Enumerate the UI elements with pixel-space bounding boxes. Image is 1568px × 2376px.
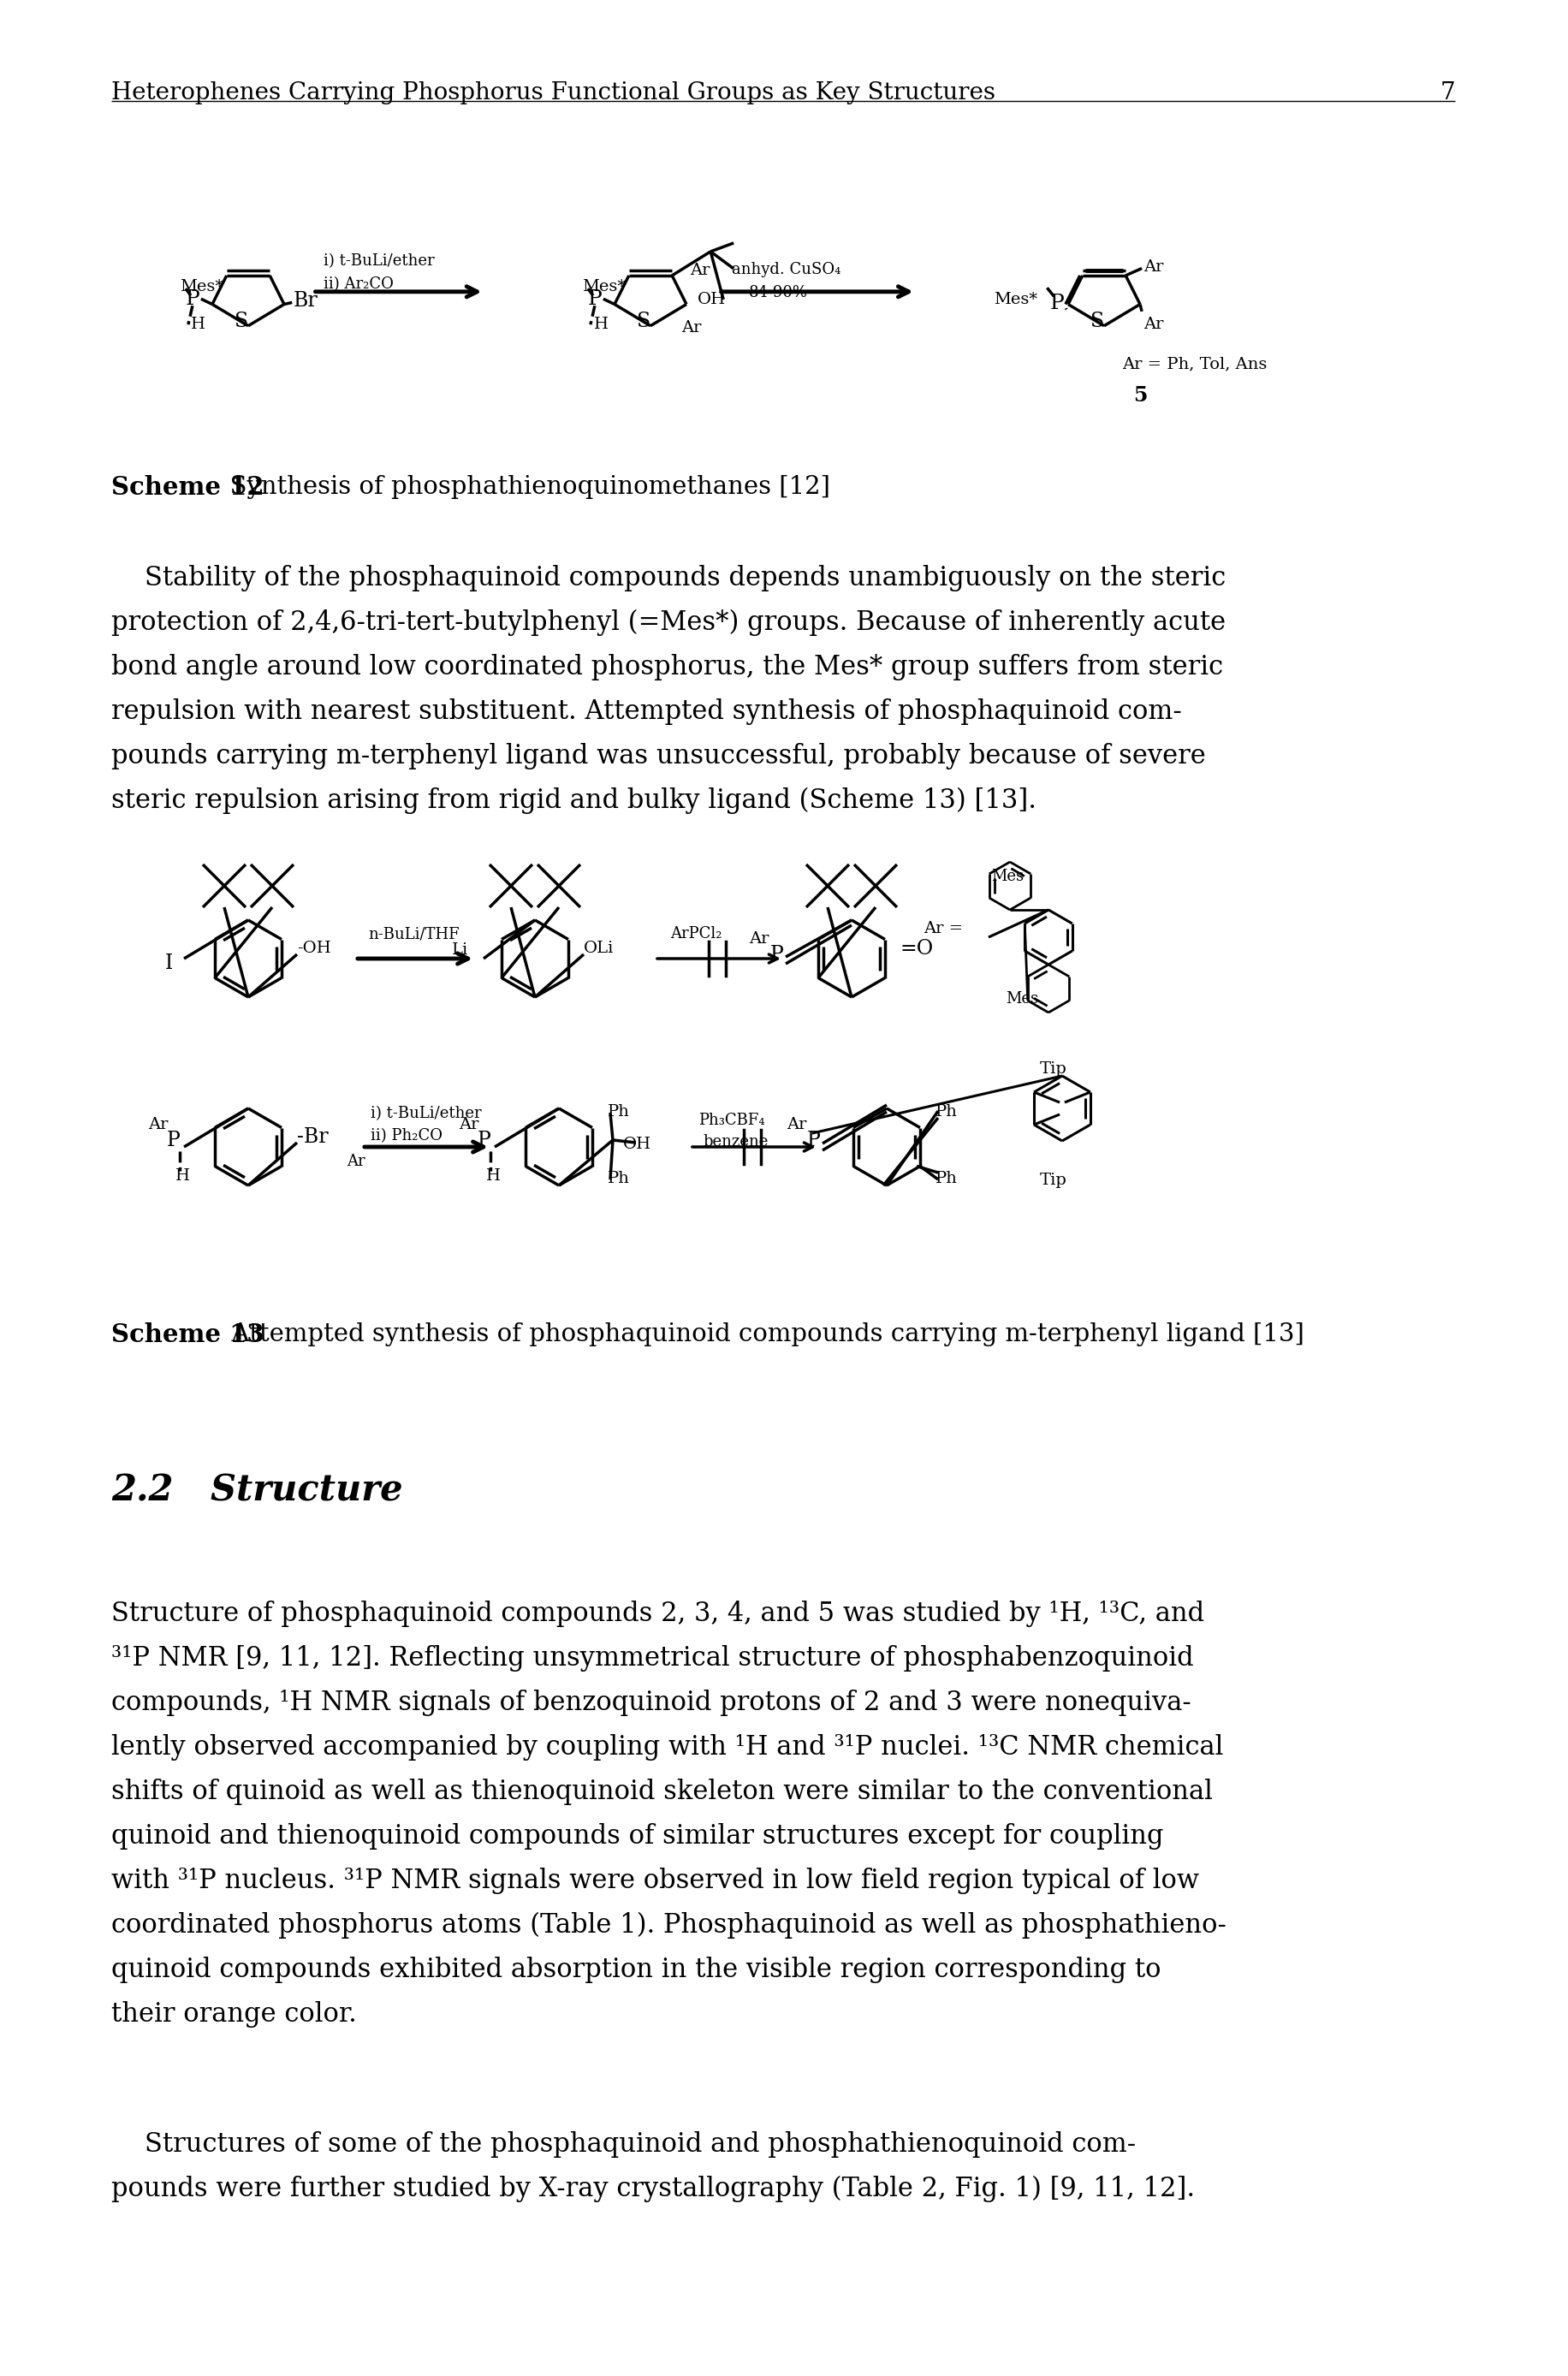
- Text: Mes*: Mes*: [180, 278, 224, 295]
- Text: P: P: [588, 290, 602, 309]
- Text: anhyd. CuSO₄: anhyd. CuSO₄: [732, 261, 840, 278]
- Text: Ph: Ph: [608, 1105, 630, 1119]
- Text: Ar =: Ar =: [924, 922, 963, 936]
- Text: benzene: benzene: [702, 1133, 768, 1150]
- Text: Ar: Ar: [147, 1117, 168, 1133]
- Text: P: P: [808, 1131, 820, 1150]
- Text: n-BuLi/THF: n-BuLi/THF: [368, 927, 459, 941]
- Text: ii) Ar₂CO: ii) Ar₂CO: [323, 276, 394, 292]
- Text: Tip: Tip: [1040, 1174, 1068, 1188]
- Text: Mes*: Mes*: [994, 292, 1038, 307]
- Text: Stability of the phosphaquinoid compounds depends unambiguously on the steric: Stability of the phosphaquinoid compound…: [111, 565, 1226, 592]
- Text: H: H: [191, 316, 205, 333]
- Text: P: P: [1051, 292, 1065, 314]
- Text: P: P: [478, 1131, 491, 1150]
- Text: ii) Ph₂CO: ii) Ph₂CO: [370, 1129, 442, 1143]
- Text: Tip: Tip: [1040, 1062, 1068, 1076]
- Text: P: P: [185, 290, 199, 309]
- Text: Ar = Ph, Tol, Ans: Ar = Ph, Tol, Ans: [1123, 356, 1267, 371]
- Text: Ar: Ar: [1143, 316, 1163, 333]
- Text: Structures of some of the phosphaquinoid and phosphathienoquinoid com-: Structures of some of the phosphaquinoid…: [111, 2131, 1135, 2157]
- Text: coordinated phosphorus atoms (Table 1). Phosphaquinoid as well as phosphathieno-: coordinated phosphorus atoms (Table 1). …: [111, 1913, 1226, 1939]
- Text: P: P: [166, 1131, 180, 1150]
- Text: -OH: -OH: [296, 941, 331, 955]
- Text: Br: Br: [293, 290, 318, 311]
- Text: Ph: Ph: [608, 1171, 630, 1186]
- Text: Ph: Ph: [936, 1105, 958, 1119]
- Text: 7: 7: [1439, 81, 1455, 105]
- Text: H: H: [176, 1169, 190, 1183]
- Text: their orange color.: their orange color.: [111, 2001, 358, 2027]
- Text: OH: OH: [622, 1136, 651, 1152]
- Text: 5: 5: [1134, 385, 1148, 406]
- Text: Structure of phosphaquinoid compounds 2, 3, 4, and 5 was studied by ¹H, ¹³C, and: Structure of phosphaquinoid compounds 2,…: [111, 1601, 1204, 1628]
- Text: 2.2   Structure: 2.2 Structure: [111, 1473, 403, 1509]
- Text: S: S: [637, 311, 651, 330]
- Text: bond angle around low coordinated phosphorus, the Mes* group suffers from steric: bond angle around low coordinated phosph…: [111, 653, 1223, 680]
- Text: shifts of quinoid as well as thienoquinoid skeleton were similar to the conventi: shifts of quinoid as well as thienoquino…: [111, 1780, 1212, 1806]
- Text: Ar: Ar: [459, 1117, 478, 1133]
- Text: quinoid compounds exhibited absorption in the visible region corresponding to: quinoid compounds exhibited absorption i…: [111, 1955, 1160, 1984]
- Text: compounds, ¹H NMR signals of benzoquinoid protons of 2 and 3 were nonequiva-: compounds, ¹H NMR signals of benzoquinoi…: [111, 1689, 1192, 1715]
- Text: Ar: Ar: [1143, 259, 1163, 276]
- Text: H: H: [486, 1169, 500, 1183]
- Text: Synthesis of phosphathienoquinomethanes [12]: Synthesis of phosphathienoquinomethanes …: [213, 475, 829, 499]
- Text: Ar: Ar: [690, 264, 710, 278]
- Text: pounds were further studied by X-ray crystallography (Table 2, Fig. 1) [9, 11, 1: pounds were further studied by X-ray cry…: [111, 2176, 1195, 2203]
- Text: ³¹P NMR [9, 11, 12]. Reflecting unsymmetrical structure of phosphabenzoquinoid: ³¹P NMR [9, 11, 12]. Reflecting unsymmet…: [111, 1644, 1193, 1673]
- Text: Heterophenes Carrying Phosphorus Functional Groups as Key Structures: Heterophenes Carrying Phosphorus Functio…: [111, 81, 996, 105]
- Text: Ar: Ar: [347, 1155, 365, 1169]
- Text: Mes: Mes: [991, 870, 1024, 884]
- Text: H: H: [594, 316, 608, 333]
- Text: Mes: Mes: [1005, 991, 1038, 1007]
- Text: pounds carrying m-terphenyl ligand was unsuccessful, probably because of severe: pounds carrying m-terphenyl ligand was u…: [111, 744, 1206, 770]
- Text: P: P: [770, 946, 784, 965]
- Text: Li: Li: [452, 943, 469, 958]
- Text: lently observed accompanied by coupling with ¹H and ³¹P nuclei. ¹³C NMR chemical: lently observed accompanied by coupling …: [111, 1734, 1223, 1761]
- Text: Scheme 12: Scheme 12: [111, 475, 263, 499]
- Text: Ar: Ar: [750, 931, 768, 946]
- Text: Ph: Ph: [936, 1171, 958, 1186]
- Text: OLi: OLi: [583, 941, 615, 955]
- Text: OH: OH: [698, 292, 726, 307]
- Text: steric repulsion arising from rigid and bulky ligand (Scheme 13) [13].: steric repulsion arising from rigid and …: [111, 786, 1036, 815]
- Text: Mes*: Mes*: [582, 278, 626, 295]
- Text: I: I: [165, 953, 172, 972]
- Text: Scheme 13: Scheme 13: [111, 1323, 263, 1347]
- Text: -Br: -Br: [296, 1126, 328, 1148]
- Text: repulsion with nearest substituent. Attempted synthesis of phosphaquinoid com-: repulsion with nearest substituent. Atte…: [111, 699, 1182, 725]
- Text: Attempted synthesis of phosphaquinoid compounds carrying m-terphenyl ligand [13]: Attempted synthesis of phosphaquinoid co…: [216, 1323, 1305, 1347]
- Text: protection of 2,4,6-tri-tert-butylphenyl (=Mes*) groups. Because of inherently a: protection of 2,4,6-tri-tert-butylphenyl…: [111, 608, 1226, 637]
- Text: Ar: Ar: [787, 1117, 806, 1133]
- Text: quinoid and thienoquinoid compounds of similar structures except for coupling: quinoid and thienoquinoid compounds of s…: [111, 1822, 1163, 1849]
- Text: S: S: [1090, 311, 1104, 330]
- Text: ArPCl₂: ArPCl₂: [670, 927, 721, 941]
- Text: S: S: [234, 311, 248, 330]
- Text: with ³¹P nucleus. ³¹P NMR signals were observed in low field region typical of l: with ³¹P nucleus. ³¹P NMR signals were o…: [111, 1868, 1200, 1894]
- Text: Ar: Ar: [681, 321, 701, 335]
- Text: i) t-BuLi/ether: i) t-BuLi/ether: [370, 1105, 481, 1121]
- Text: i) t-BuLi/ether: i) t-BuLi/ether: [323, 254, 434, 268]
- Text: Ph₃CBF₄: Ph₃CBF₄: [698, 1112, 765, 1129]
- Text: 84-90%: 84-90%: [750, 285, 808, 299]
- Text: =O: =O: [900, 939, 935, 958]
